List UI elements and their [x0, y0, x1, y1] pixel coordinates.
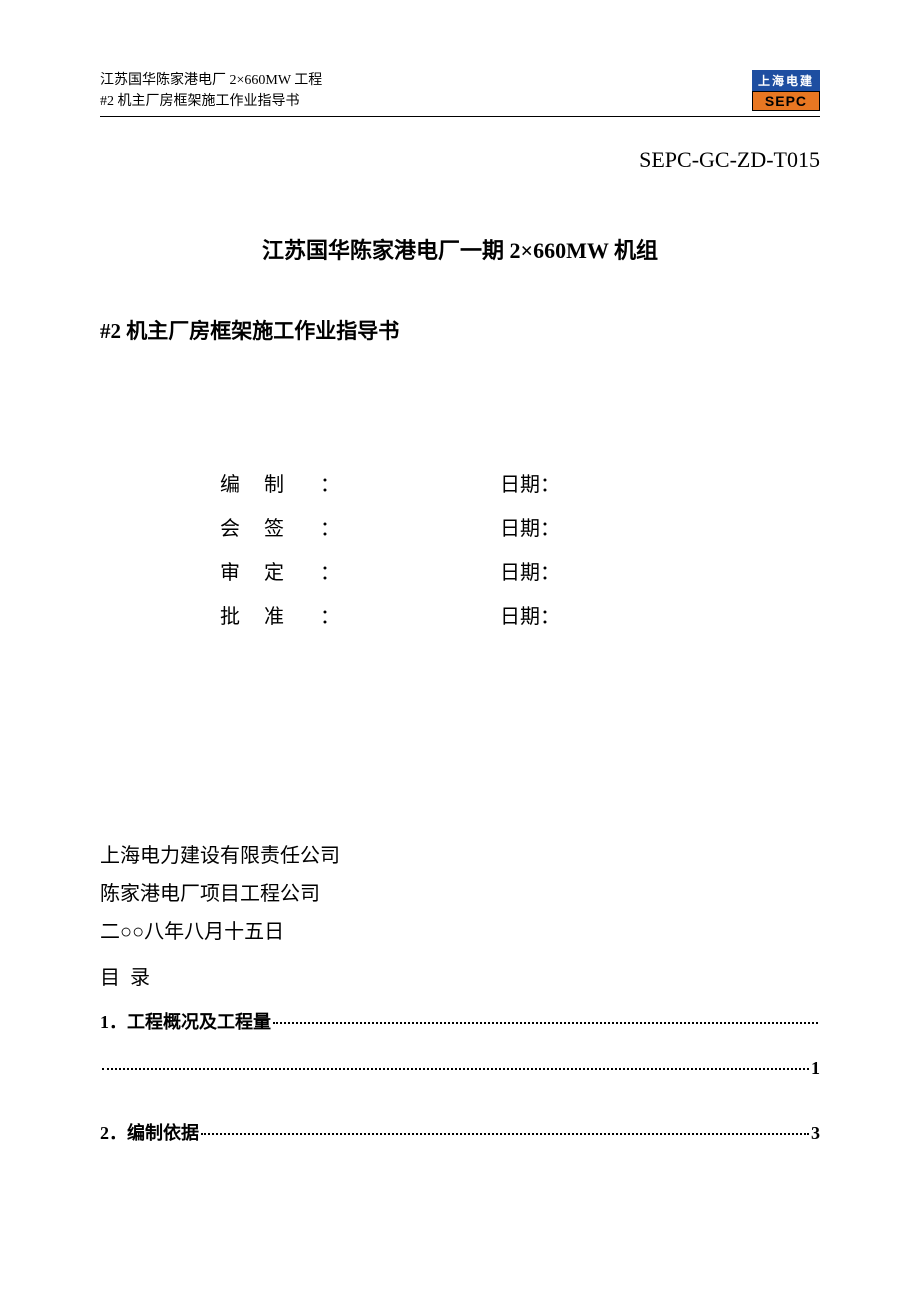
toc-entry-1-continuation: 1: [100, 1058, 820, 1079]
signoff-colon: ：: [320, 597, 500, 637]
signoff-row-review: 审定 ： 日期：: [220, 553, 820, 593]
document-subtitle: #2 机主厂房框架施工作业指导书: [100, 315, 820, 345]
document-title: 江苏国华陈家港电厂一期 2×660MW 机组: [100, 233, 820, 265]
signoff-colon: ：: [320, 509, 500, 549]
company-name: 上海电力建设有限责任公司: [100, 837, 820, 875]
header-line-2: #2 机主厂房框架施工作业指导书: [100, 91, 322, 112]
toc-heading: 目录: [100, 961, 820, 990]
signoff-row-compile: 编制 ： 日期：: [220, 465, 820, 505]
document-page: 江苏国华陈家港电厂 2×660MW 工程 #2 机主厂房框架施工作业指导书 上海…: [0, 0, 920, 1229]
header-text: 江苏国华陈家港电厂 2×660MW 工程 #2 机主厂房框架施工作业指导书: [100, 70, 322, 112]
company-block: 上海电力建设有限责任公司 陈家港电厂项目工程公司 二○○八年八月十五日: [100, 837, 820, 951]
document-code: SEPC-GC-ZD-T015: [100, 147, 820, 173]
signoff-date-label: 日期：: [500, 465, 560, 505]
project-company: 陈家港电厂项目工程公司: [100, 875, 820, 913]
signoff-label: 编制: [220, 465, 320, 505]
header-line-1: 江苏国华陈家港电厂 2×660MW 工程: [100, 70, 322, 91]
signoff-date-label: 日期：: [500, 597, 560, 637]
logo-bottom-text: SEPC: [752, 91, 820, 111]
signoff-row-approve: 批准 ： 日期：: [220, 597, 820, 637]
toc-leader-dots: [273, 1022, 818, 1024]
document-date: 二○○八年八月十五日: [100, 913, 820, 951]
signoff-date-label: 日期：: [500, 553, 560, 593]
signoff-date-label: 日期：: [500, 509, 560, 549]
signoff-label: 批准: [220, 597, 320, 637]
signoff-row-countersign: 会签 ： 日期：: [220, 509, 820, 549]
toc-leader-dots: [201, 1133, 809, 1135]
toc-entry-label: 1．工程概况及工程量: [100, 1008, 271, 1034]
toc-entry-2: 2．编制依据 3: [100, 1119, 820, 1145]
signoff-colon: ：: [320, 553, 500, 593]
signoff-colon: ：: [320, 465, 500, 505]
toc-entry-1: 1．工程概况及工程量: [100, 1008, 820, 1034]
toc-entry-page: 1: [811, 1058, 820, 1079]
logo-top-text: 上海电建: [752, 70, 820, 91]
toc-leader-dots: [102, 1068, 809, 1070]
signoff-label: 审定: [220, 553, 320, 593]
toc-entry-label: 2．编制依据: [100, 1119, 199, 1145]
signoff-label: 会签: [220, 509, 320, 549]
sepc-logo: 上海电建 SEPC: [752, 70, 820, 111]
toc-entry-page: 3: [811, 1123, 820, 1144]
signoff-block: 编制 ： 日期： 会签 ： 日期： 审定 ： 日期： 批准 ： 日期：: [220, 465, 820, 637]
page-header: 江苏国华陈家港电厂 2×660MW 工程 #2 机主厂房框架施工作业指导书 上海…: [100, 70, 820, 117]
